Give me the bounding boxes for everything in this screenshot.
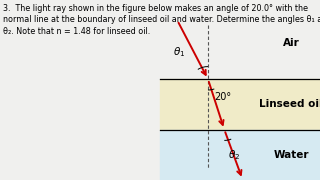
Polygon shape — [160, 130, 320, 180]
Text: $\theta_2$: $\theta_2$ — [228, 148, 240, 162]
Text: 3.  The light ray shown in the figure below makes an angle of 20.0° with the
nor: 3. The light ray shown in the figure bel… — [3, 4, 320, 36]
Text: $\theta_1$: $\theta_1$ — [173, 45, 185, 59]
Text: Linseed oil: Linseed oil — [260, 99, 320, 109]
Text: Water: Water — [274, 150, 309, 160]
Text: Air: Air — [283, 38, 300, 48]
Polygon shape — [160, 79, 320, 130]
Text: 20°: 20° — [214, 92, 232, 102]
